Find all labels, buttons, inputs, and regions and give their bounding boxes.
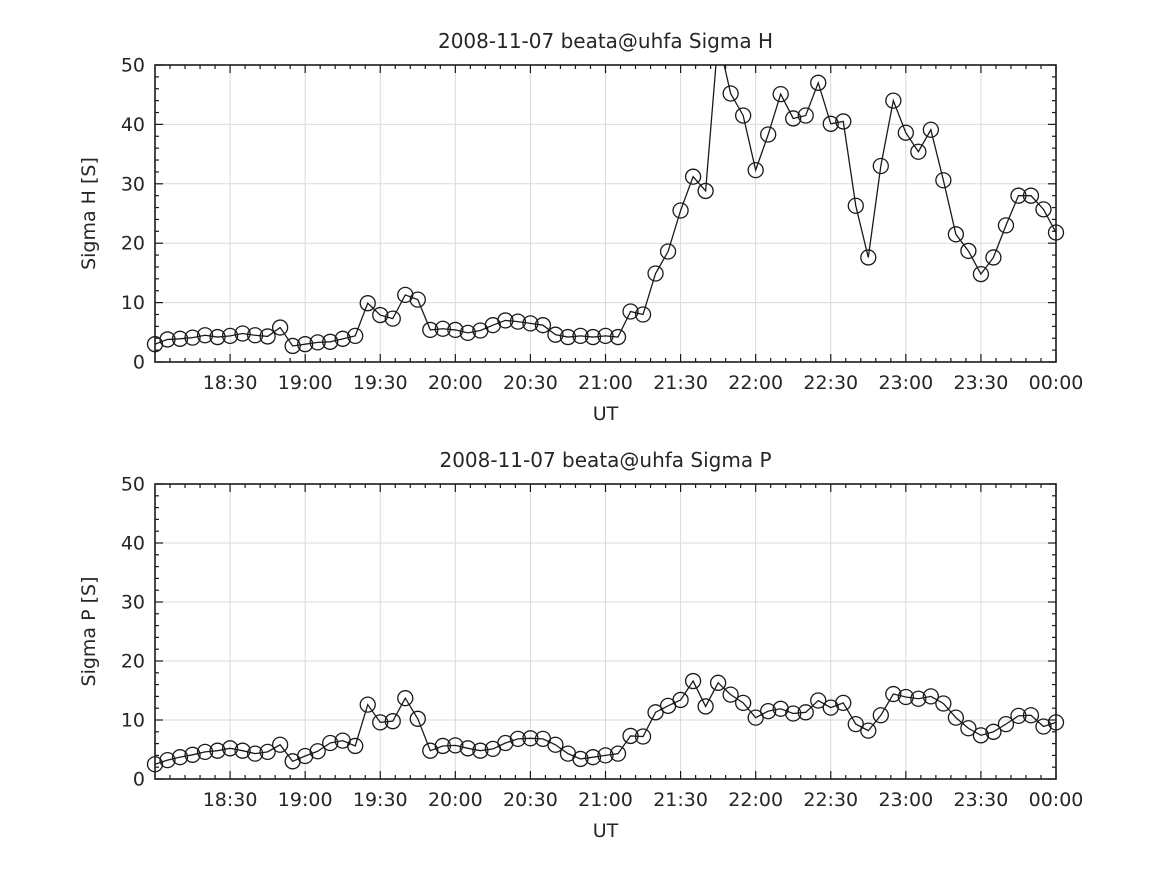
x-tick-label: 00:00 [1029, 372, 1084, 394]
x-tick-label: 22:30 [803, 789, 858, 811]
y-axis-label: Sigma P [S] [78, 577, 100, 687]
plot-area: 18:30 19:00 19:30 20:00 20:30 21:00 21:30 22:00… [121, 474, 1084, 812]
grid-lines [155, 65, 1056, 362]
tick-labels: 18:30 19:00 19:30 20:00 20:30 21:00 21:30 22:00… [121, 55, 1084, 395]
x-tick-label: 19:30 [353, 789, 408, 811]
sigma-p-line [155, 679, 1056, 765]
y-tick-label: 40 [121, 114, 145, 136]
x-tick-label: 18:30 [203, 372, 258, 394]
axes-border [154, 64, 1057, 363]
y-tick-label: 50 [121, 55, 145, 77]
sigma-h-markers [146, 74, 1065, 355]
sigma-h-chart: 2008-11-07 beata@uhfa Sigma H Sigma H [S… [78, 29, 1083, 425]
y-tick-label: 20 [121, 233, 145, 255]
y-tick-label: 0 [133, 352, 145, 374]
x-tick-label: 19:30 [353, 372, 408, 394]
x-tick-label: 22:30 [803, 372, 858, 394]
plot-area: 18:30 19:00 19:30 20:00 20:30 21:00 21:30 22:00… [121, 55, 1084, 395]
x-tick-label: 22:00 [728, 789, 783, 811]
chart-title: 2008-11-07 beata@uhfa Sigma P [439, 448, 771, 472]
axes-border [154, 483, 1057, 780]
y-axis-label: Sigma H [S] [78, 157, 100, 270]
x-tick-label: 23:30 [954, 789, 1009, 811]
grid-lines [155, 484, 1056, 779]
x-tick-label: 20:00 [428, 789, 483, 811]
x-tick-label: 21:30 [653, 789, 708, 811]
y-tick-label: 10 [121, 292, 145, 314]
tick-labels: 18:30 19:00 19:30 20:00 20:30 21:00 21:30 22:00… [121, 474, 1084, 812]
x-tick-label: 23:30 [954, 372, 1009, 394]
x-tick-label: 23:00 [878, 789, 933, 811]
chart-title: 2008-11-07 beata@uhfa Sigma H [438, 29, 773, 53]
y-tick-label: 10 [121, 710, 145, 732]
y-tick-label: 30 [121, 173, 145, 195]
x-tick-label: 20:30 [503, 789, 558, 811]
x-axis-label: UT [593, 403, 619, 425]
sigma-h-line [155, 65, 1056, 347]
sigma-p-chart: 2008-11-07 beata@uhfa Sigma P Sigma P [S… [78, 448, 1083, 842]
y-tick-label: 20 [121, 651, 145, 673]
x-axis-label: UT [593, 820, 619, 842]
y-tick-label: 40 [121, 533, 145, 555]
x-tick-label: 21:30 [653, 372, 708, 394]
x-tick-label: 23:00 [878, 372, 933, 394]
y-tick-label: 50 [121, 474, 145, 496]
x-tick-label: 21:00 [578, 789, 633, 811]
y-tick-label: 30 [121, 592, 145, 614]
x-tick-label: 22:00 [728, 372, 783, 394]
x-tick-label: 19:00 [278, 789, 333, 811]
x-tick-label: 19:00 [278, 372, 333, 394]
x-tick-label: 18:30 [203, 789, 258, 811]
sigma-p-markers [146, 672, 1065, 773]
x-tick-label: 21:00 [578, 372, 633, 394]
y-tick-label: 0 [133, 769, 145, 791]
x-tick-label: 00:00 [1029, 789, 1084, 811]
x-tick-label: 20:30 [503, 372, 558, 394]
x-tick-label: 20:00 [428, 372, 483, 394]
